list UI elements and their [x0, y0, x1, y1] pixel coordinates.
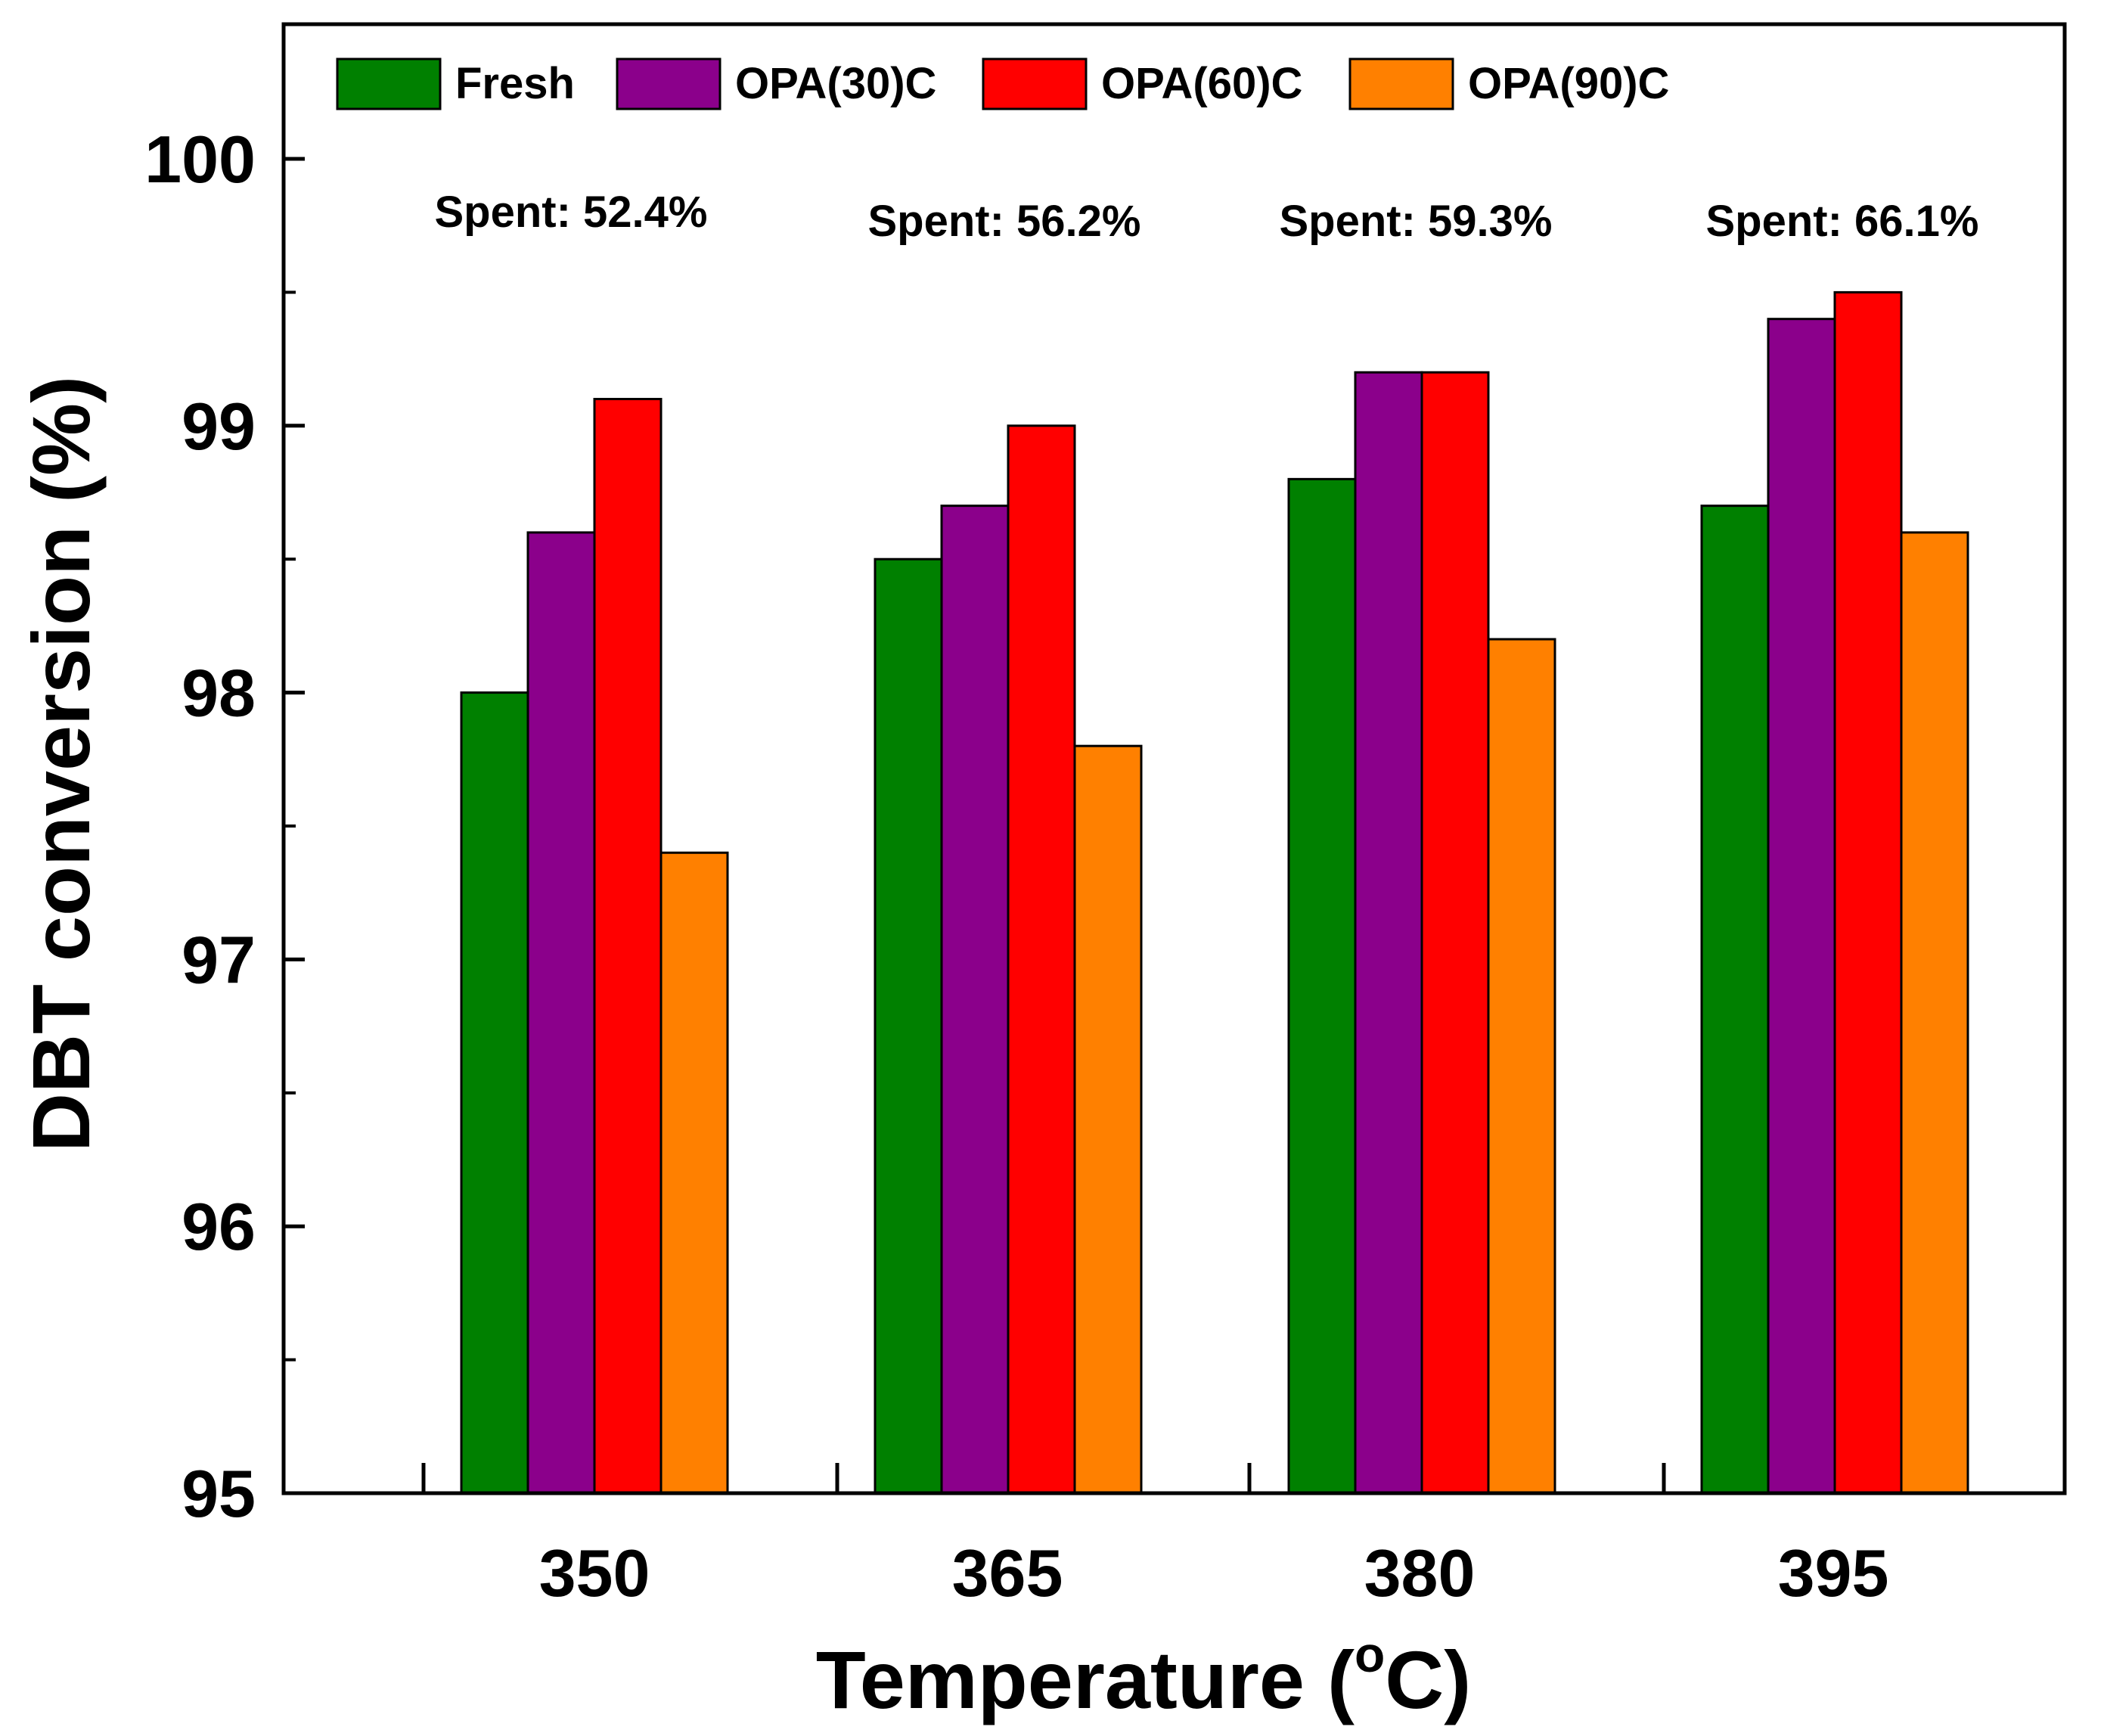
y-tick-label: 97	[182, 922, 256, 997]
spent-annotation: Spent: 59.3%	[1280, 197, 1553, 246]
x-axis-title-unit: C)	[1385, 1634, 1471, 1725]
ticks-layer: 350 365 380 395 95 96 97 98 99 100	[144, 122, 1888, 1610]
y-axis-title: DBT conversion (%)	[15, 376, 107, 1152]
y-tick-label: 96	[182, 1189, 256, 1264]
x-axis-title-main: Temperature (	[816, 1634, 1355, 1725]
bar-opa-60-c-395	[1833, 290, 1903, 1495]
bars-layer	[460, 290, 1969, 1495]
bar-fresh-395	[1700, 505, 1770, 1495]
y-tick-label: 98	[182, 656, 256, 731]
bar-opa-30-c-350	[526, 531, 596, 1495]
x-tick-label: 365	[952, 1536, 1063, 1610]
legend: Fresh OPA(30)C OPA(60)C OPA(90)C	[336, 57, 1669, 110]
bar-fresh-350	[460, 691, 529, 1495]
x-axis-title: Temperature (oC)	[816, 1626, 1471, 1725]
bar-fresh-365	[874, 557, 943, 1495]
legend-swatch-opa-30-c	[616, 57, 722, 110]
y-tick-label: 95	[182, 1456, 256, 1531]
spent-annotation: Spent: 56.2%	[868, 197, 1141, 246]
bar-opa-30-c-380	[1354, 371, 1423, 1495]
spent-annotation: Spent: 66.1%	[1706, 197, 1979, 246]
bar-opa-90-c-365	[1073, 744, 1143, 1495]
bar-opa-60-c-365	[1007, 424, 1076, 1495]
x-tick-label: 380	[1364, 1536, 1476, 1610]
x-tick-label: 350	[539, 1536, 650, 1610]
legend-label: OPA(60)C	[1101, 59, 1302, 108]
legend-swatch-opa-90-c	[1348, 57, 1454, 110]
y-tick-label: 100	[144, 122, 256, 197]
bar-opa-90-c-350	[659, 851, 729, 1495]
bar-opa-60-c-350	[593, 398, 663, 1495]
bar-opa-90-c-380	[1487, 638, 1556, 1495]
bar-opa-60-c-380	[1420, 371, 1490, 1495]
bar-opa-90-c-395	[1900, 531, 1969, 1495]
plot-frame	[281, 22, 2067, 1495]
legend-label: Fresh	[455, 59, 575, 108]
legend-label: OPA(90)C	[1468, 59, 1669, 108]
bar-opa-30-c-395	[1767, 318, 1836, 1495]
bar-opa-30-c-365	[940, 505, 1010, 1495]
y-tick-label: 99	[182, 389, 256, 464]
degree-symbol: o	[1355, 1626, 1385, 1682]
legend-swatch-opa-60-c	[982, 57, 1088, 110]
x-tick-label: 395	[1778, 1536, 1889, 1610]
spent-annotation: Spent: 52.4%	[435, 188, 708, 237]
legend-swatch-fresh	[336, 57, 442, 110]
legend-label: OPA(30)C	[735, 59, 936, 108]
annotations: Spent: 52.4% Spent: 56.2% Spent: 59.3% Spen…	[435, 188, 1979, 246]
bar-fresh-380	[1287, 477, 1357, 1495]
